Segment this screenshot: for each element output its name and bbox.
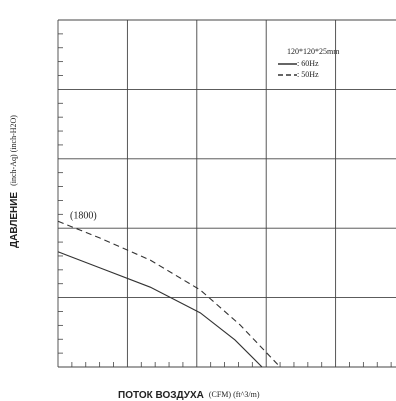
y-label-units: (inch-Aq) (inch-H2O) bbox=[9, 115, 18, 186]
y-label-main: ДАВЛЕНИЕ bbox=[9, 192, 20, 248]
annotation: (1800) bbox=[70, 210, 97, 221]
x-label-units: (CFM) (ft^3/m) bbox=[209, 390, 260, 399]
x-label-main: ПОТОК ВОЗДУХА bbox=[118, 390, 204, 401]
curve bbox=[57, 251, 263, 368]
y-axis-label: ДАВЛЕНИЕ (inch-Aq) (inch-H2O) bbox=[9, 115, 20, 248]
legend-title: 120*120*25mm bbox=[287, 47, 340, 56]
curve bbox=[57, 220, 281, 368]
x-axis-label: ПОТОК ВОЗДУХА (CFM) (ft^3/m) bbox=[118, 390, 260, 401]
legend-label: : 50Hz bbox=[297, 70, 319, 79]
legend-label: : 60Hz bbox=[297, 59, 319, 68]
